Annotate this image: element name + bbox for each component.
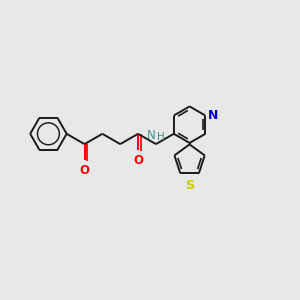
Text: N: N — [147, 129, 155, 142]
Text: S: S — [185, 179, 194, 192]
Text: N: N — [208, 109, 219, 122]
Text: H: H — [157, 132, 164, 142]
Text: O: O — [80, 164, 89, 177]
Text: O: O — [133, 154, 143, 167]
